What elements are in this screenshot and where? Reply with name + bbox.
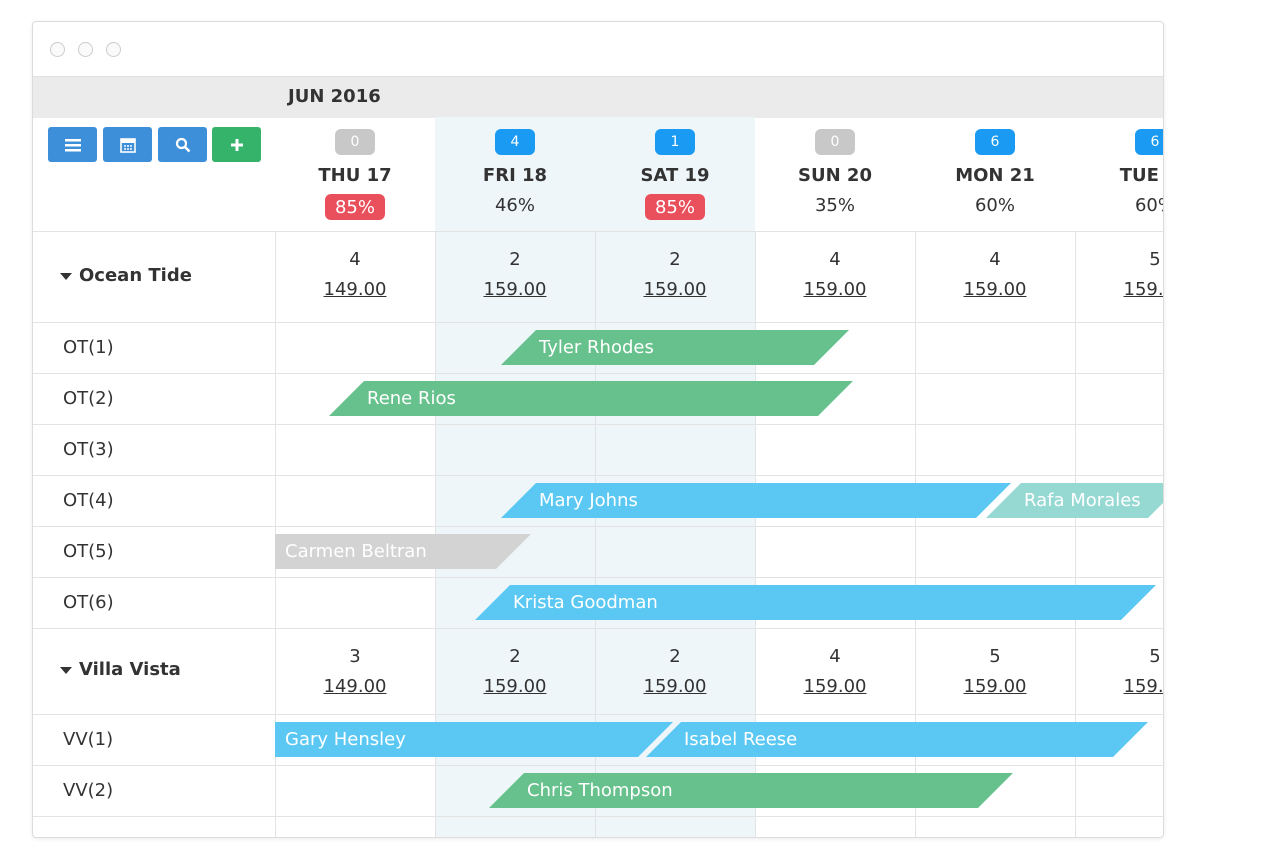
calendar-button[interactable] (103, 127, 152, 162)
group-name: Villa Vista (79, 659, 181, 680)
column-line (1075, 231, 1076, 837)
unit-name: OT(5) (63, 541, 114, 562)
count-badge: 4 (495, 129, 535, 155)
availability: 4 (829, 646, 841, 667)
unit-name: OT(3) (63, 439, 114, 460)
collapse-icon (60, 667, 72, 674)
price: 159.00 (1123, 279, 1164, 300)
row-line (33, 765, 1163, 766)
price: 159.00 (643, 676, 707, 697)
booking-bar[interactable]: Isabel Reese (646, 722, 1148, 757)
unit-name: OT(4) (63, 490, 114, 511)
row-line (33, 714, 1163, 715)
group-name: Ocean Tide (79, 264, 192, 286)
availability: 4 (989, 249, 1001, 270)
occupancy-badge: 85% (645, 194, 705, 220)
unit-name: VV(1) (63, 729, 114, 750)
window: JUN 2016 0 THU 17 85% 4 FRI 18 46% 1 SAT 19 85% 0… (32, 21, 1164, 838)
day-label: SAT 19 (640, 165, 710, 186)
menu-icon (64, 138, 81, 151)
collapse-icon (60, 272, 72, 280)
row-line (33, 373, 1163, 374)
occupancy-label: 60% (974, 195, 1015, 216)
booking-bar[interactable]: Gary Hensley (275, 722, 673, 757)
price: 159.00 (803, 676, 867, 697)
occupancy-label: 35% (814, 195, 855, 216)
add-button[interactable] (212, 127, 261, 162)
row-line (33, 628, 1163, 629)
price: 159.00 (483, 279, 547, 300)
count-badge: 0 (335, 129, 375, 155)
booking-bar[interactable]: Rafa Morales (986, 483, 1164, 518)
row-line (33, 526, 1163, 527)
shaded-column (595, 117, 755, 837)
availability: 4 (829, 249, 841, 270)
calendar-icon (119, 137, 136, 153)
month-label: JUN 2016 (288, 86, 381, 107)
booking-bar[interactable]: Mary Johns (501, 483, 1011, 518)
price: 159.00 (963, 279, 1027, 300)
day-label: MON 21 (955, 165, 1035, 186)
day-label: TUE 21 (1119, 165, 1163, 186)
window-dot (78, 42, 93, 57)
booking-bar[interactable]: Krista Goodman (475, 585, 1156, 620)
day-label: THU 17 (318, 165, 392, 186)
column-line (755, 231, 756, 837)
price: 159.00 (803, 279, 867, 300)
availability: 5 (1149, 249, 1161, 270)
menu-button[interactable] (48, 127, 97, 162)
availability: 2 (669, 646, 681, 667)
day-label: SUN 20 (798, 165, 872, 186)
window-dot (50, 42, 65, 57)
column-line (915, 231, 916, 837)
count-badge: 6 (1135, 129, 1163, 155)
row-line (33, 577, 1163, 578)
row-line (33, 816, 1163, 817)
search-button[interactable] (158, 127, 207, 162)
count-badge: 1 (655, 129, 695, 155)
window-dot (106, 42, 121, 57)
price: 159.00 (1123, 676, 1164, 697)
availability: 5 (989, 646, 1001, 667)
booking-bar[interactable]: Chris Thompson (489, 773, 1013, 808)
availability: 3 (349, 646, 361, 667)
price: 149.00 (323, 676, 387, 697)
availability: 2 (509, 249, 521, 270)
shaded-column (435, 117, 595, 837)
unit-name: OT(1) (63, 337, 114, 358)
count-badge: 6 (975, 129, 1015, 155)
day-label: FRI 18 (482, 165, 548, 186)
occupancy-label: 46% (494, 195, 535, 216)
row-line (33, 424, 1163, 425)
price: 149.00 (323, 279, 387, 300)
availability: 2 (669, 249, 681, 270)
price: 159.00 (643, 279, 707, 300)
unit-name: OT(6) (63, 592, 114, 613)
unit-name: OT(2) (63, 388, 114, 409)
price: 159.00 (483, 676, 547, 697)
month-bar (33, 76, 1163, 118)
unit-name: VV(2) (63, 780, 114, 801)
booking-bar[interactable]: Rene Rios (329, 381, 853, 416)
occupancy-badge: 85% (325, 194, 385, 220)
price: 159.00 (963, 676, 1027, 697)
row-line (33, 475, 1163, 476)
availability: 2 (509, 646, 521, 667)
row-line (33, 231, 1163, 232)
availability: 5 (1149, 646, 1161, 667)
occupancy-label: 60% (1134, 195, 1163, 216)
column-line (595, 231, 596, 837)
row-line (33, 322, 1163, 323)
search-icon (175, 137, 190, 152)
booking-bar[interactable]: Tyler Rhodes (501, 330, 849, 365)
availability: 4 (349, 249, 361, 270)
add-icon (230, 138, 243, 151)
count-badge: 0 (815, 129, 855, 155)
booking-bar[interactable]: Carmen Beltran (275, 534, 531, 569)
